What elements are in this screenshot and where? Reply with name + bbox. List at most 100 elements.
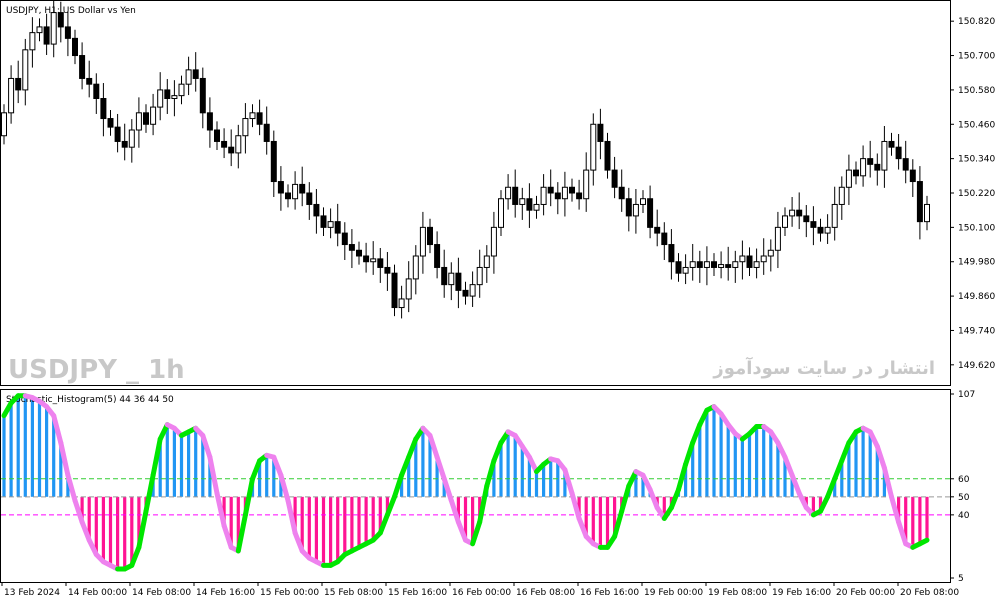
candle-body (79, 55, 86, 79)
signal-segment (65, 472, 78, 503)
signal-segment (200, 432, 213, 460)
candle-body (554, 192, 561, 200)
histogram-bar (400, 475, 404, 497)
candle-body (341, 232, 348, 246)
signal-segment (143, 472, 156, 514)
histogram-bar (904, 496, 908, 544)
histogram-bar (549, 458, 553, 497)
candle-body (419, 226, 426, 257)
candle-body (526, 198, 533, 211)
signal-segment (683, 440, 696, 467)
candle-body (107, 118, 114, 128)
histogram-bar (925, 496, 929, 541)
signal-segment (676, 461, 689, 493)
signal-segment (889, 494, 902, 525)
candle-body (469, 284, 476, 297)
candle-body (50, 12, 57, 45)
signal-segment (221, 523, 234, 550)
histogram-bar (59, 442, 63, 497)
candle-body (711, 261, 717, 268)
signal-segment (58, 440, 71, 478)
histogram-bar (499, 442, 503, 497)
signal-segment (896, 519, 909, 547)
candle-body (8, 77, 15, 114)
signal-segment (448, 497, 461, 525)
candle-body (483, 255, 490, 268)
histogram-bar (897, 496, 901, 523)
candle-body (661, 232, 668, 246)
histogram-bar (300, 496, 304, 551)
indicator-panel[interactable] (0, 389, 951, 583)
candle-body (348, 244, 355, 251)
histogram-bar (329, 496, 333, 566)
time-label: 15 Feb 08:00 (324, 588, 383, 598)
candle-body (895, 146, 902, 160)
signal-segment (79, 519, 92, 543)
histogram-bar (272, 457, 276, 497)
candle-body (285, 192, 291, 200)
histogram-bar (790, 475, 794, 497)
candle-body (888, 140, 895, 148)
candle-body (199, 77, 206, 114)
histogram-bar (818, 496, 823, 512)
histogram-bar (847, 442, 851, 497)
candle-body (185, 69, 192, 85)
histogram-bar (875, 446, 879, 497)
histogram-bar (563, 469, 567, 497)
histogram-bar (87, 496, 91, 541)
candle-body (228, 146, 235, 154)
candle-body (561, 186, 568, 200)
signal-segment (477, 483, 490, 525)
candle-body (150, 106, 157, 125)
candle-body (476, 266, 483, 286)
time-label: 16 Feb 16:00 (580, 588, 639, 598)
candle-body (427, 226, 433, 246)
histogram-bar (9, 403, 13, 497)
candle-body (263, 123, 270, 142)
signal-segment (668, 487, 681, 511)
candle-body (640, 198, 646, 205)
signal-segment (874, 443, 887, 471)
indicator-axis: 107 60 50 40 5 (950, 390, 975, 584)
candle-body (36, 26, 43, 34)
histogram-bar (350, 496, 354, 551)
histogram-bar (52, 415, 56, 497)
histogram-bar (116, 496, 120, 569)
histogram-bar (108, 496, 113, 566)
candle-body (803, 215, 810, 223)
price-label: 150.820 (958, 17, 995, 27)
signal-segment (434, 454, 447, 482)
candle-body (916, 181, 923, 223)
signal-segment (881, 465, 894, 500)
time-label: 14 Feb 00:00 (68, 588, 127, 598)
time-label: 14 Feb 16:00 (196, 588, 255, 598)
histogram-bar (747, 433, 752, 497)
signal-segment (399, 454, 412, 478)
histogram-bar (598, 496, 602, 548)
price-label: 150.700 (958, 52, 995, 62)
histogram-bar (506, 431, 510, 497)
signal-segment (491, 440, 504, 464)
candle-body (206, 112, 213, 131)
histogram-bar (321, 496, 326, 566)
signal-segment (271, 454, 284, 478)
candle-body (29, 32, 36, 51)
histogram-bar (407, 457, 411, 497)
candle-body (171, 95, 178, 99)
candle-body (625, 198, 632, 217)
candle-body (93, 83, 100, 99)
main-price-panel[interactable] (0, 0, 951, 386)
signal-segment (292, 530, 305, 554)
candle-body (221, 140, 228, 148)
histogram-bar (662, 496, 666, 519)
candle-body (718, 264, 725, 268)
histogram-bar (776, 442, 780, 497)
candle-body (753, 261, 760, 268)
indicator-levels (1, 478, 950, 516)
histogram-bar (222, 496, 226, 526)
histogram-bar (698, 424, 702, 497)
candle-body (356, 249, 362, 257)
candle-body (192, 69, 199, 79)
histogram-bar (463, 496, 468, 541)
